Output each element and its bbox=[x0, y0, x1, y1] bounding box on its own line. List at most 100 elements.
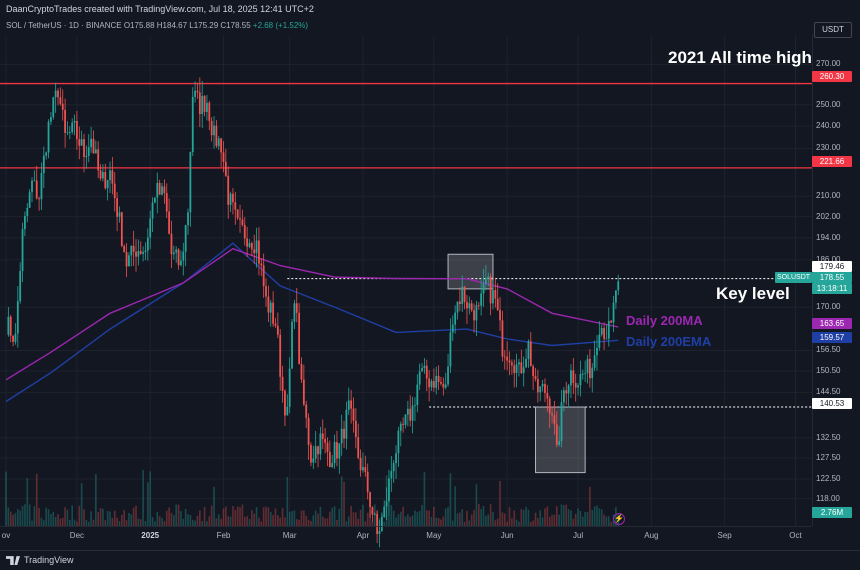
volume-bar bbox=[184, 508, 187, 526]
volume-bar bbox=[475, 484, 478, 526]
candle-body bbox=[425, 365, 428, 379]
volume-bar bbox=[298, 519, 300, 526]
candle-body bbox=[187, 212, 189, 226]
price-tick-label: 240.00 bbox=[816, 121, 841, 131]
price-tick-label: 250.00 bbox=[816, 99, 841, 109]
candle-body bbox=[388, 478, 390, 502]
candle-body bbox=[508, 360, 511, 363]
candle-body bbox=[50, 117, 52, 122]
candle-body bbox=[177, 249, 180, 266]
volume-bar bbox=[347, 516, 350, 526]
volume-bar bbox=[589, 486, 591, 526]
candle-body bbox=[484, 278, 487, 284]
candle-body bbox=[513, 365, 516, 374]
volume-bar bbox=[487, 514, 490, 526]
volume-bar bbox=[109, 511, 111, 526]
volume-bar bbox=[598, 508, 601, 526]
candle-body bbox=[52, 97, 55, 118]
candle-body bbox=[496, 298, 499, 310]
time-tick-label: ov bbox=[1, 531, 11, 540]
candle-body bbox=[168, 211, 171, 234]
volume-bar bbox=[310, 521, 312, 526]
time-tick-label: Mar bbox=[282, 531, 297, 540]
badge-ath-high: 260.30 bbox=[812, 71, 852, 82]
candle-body bbox=[421, 368, 423, 372]
candle-body bbox=[94, 149, 97, 154]
candle-body bbox=[345, 409, 348, 439]
volume-bar bbox=[340, 476, 343, 526]
candle-body bbox=[146, 237, 149, 251]
volume-bar bbox=[537, 518, 539, 526]
candle-body bbox=[21, 229, 24, 271]
candle-body bbox=[336, 442, 338, 459]
volume-bar bbox=[473, 509, 475, 526]
symbol-name[interactable]: SOL / TetherUS · 1D · BINANCE bbox=[6, 21, 122, 30]
candle-body bbox=[250, 243, 253, 250]
highlight-box bbox=[535, 406, 586, 474]
candle-body bbox=[300, 363, 303, 380]
candle-body bbox=[541, 384, 544, 387]
ohlc-high: H184.67 bbox=[156, 21, 188, 30]
volume-bar bbox=[78, 505, 81, 526]
volume-bar bbox=[430, 516, 433, 526]
candle-body bbox=[527, 341, 530, 359]
candle-body bbox=[248, 243, 251, 247]
candle-body bbox=[456, 301, 459, 313]
candle-body bbox=[331, 463, 334, 468]
candle-body bbox=[66, 132, 69, 133]
candle-body bbox=[520, 362, 523, 374]
volume-bar bbox=[31, 520, 33, 526]
candle-body bbox=[560, 402, 563, 442]
volume-bar bbox=[362, 504, 364, 526]
volume-bar bbox=[142, 469, 144, 526]
volume-bar bbox=[485, 515, 487, 526]
volume-bar bbox=[139, 519, 142, 526]
candle-body bbox=[206, 102, 208, 112]
currency-selector[interactable]: USDT bbox=[814, 22, 852, 38]
candle-body bbox=[475, 305, 478, 321]
candle-body bbox=[163, 186, 166, 194]
candle-body bbox=[359, 457, 362, 471]
candle-body bbox=[525, 358, 527, 368]
candle-body bbox=[42, 155, 45, 174]
candle-body bbox=[87, 147, 90, 156]
volume-bar bbox=[350, 505, 352, 526]
candle-body bbox=[172, 252, 175, 255]
volume-bar bbox=[5, 471, 7, 526]
volume-bar bbox=[520, 509, 523, 526]
volume-bar bbox=[503, 513, 506, 526]
volume-bar bbox=[477, 504, 480, 526]
candle-body bbox=[539, 386, 542, 393]
volume-bar bbox=[305, 515, 308, 526]
candle-body bbox=[364, 467, 367, 472]
volume-bar bbox=[291, 511, 293, 526]
badge-ath-low: 221.66 bbox=[812, 156, 852, 167]
badge-200ma: 163.65 bbox=[812, 318, 852, 329]
volume-bar bbox=[411, 515, 414, 526]
candle-body bbox=[298, 312, 301, 364]
candle-body bbox=[546, 392, 549, 399]
lightning-icon[interactable]: ⚡ bbox=[613, 513, 625, 525]
volume-bar bbox=[106, 510, 109, 526]
price-tick-label: 156.50 bbox=[816, 345, 841, 355]
symbol-legend[interactable]: SOL / TetherUS · 1D · BINANCE O175.88 H1… bbox=[0, 18, 812, 34]
candle-body bbox=[229, 193, 232, 205]
volume-bar bbox=[57, 514, 59, 526]
candle-body bbox=[577, 385, 579, 388]
candle-body bbox=[9, 316, 12, 336]
volume-bar bbox=[95, 474, 97, 526]
candle-body bbox=[390, 471, 393, 479]
candle-body bbox=[246, 238, 249, 247]
volume-bar bbox=[135, 505, 137, 526]
volume-bar bbox=[444, 508, 447, 526]
volume-bar bbox=[496, 518, 499, 526]
candle-body bbox=[203, 95, 206, 112]
candle-body bbox=[182, 251, 185, 261]
candle-body bbox=[432, 381, 435, 388]
volume-bar bbox=[489, 504, 492, 526]
volume-bar bbox=[194, 520, 196, 526]
candle-body bbox=[461, 286, 464, 304]
candle-body bbox=[102, 172, 104, 179]
candle-body bbox=[480, 293, 483, 306]
